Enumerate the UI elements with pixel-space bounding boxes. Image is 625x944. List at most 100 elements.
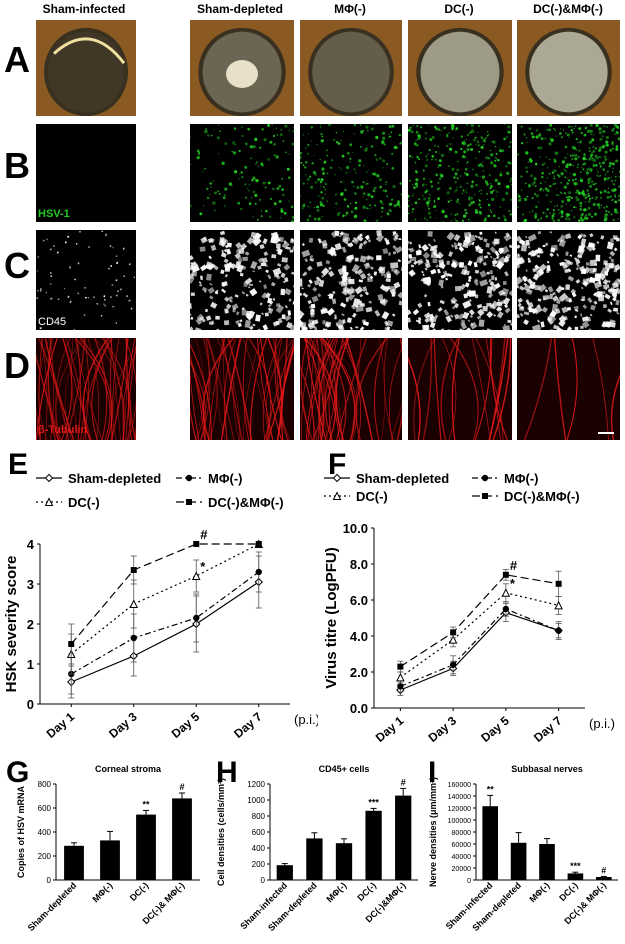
point-m	[555, 627, 562, 634]
y-tick-label: 0	[47, 876, 52, 885]
chart-subbasal-nerves: Subbasal nerves 0 20000 40000 60000 80000 1000…	[428, 764, 618, 933]
x-tick-label: Sham-depleted	[26, 880, 79, 933]
row-letter-a: A	[4, 39, 30, 80]
point-dc-m	[130, 567, 137, 573]
point-dc-m	[68, 641, 75, 647]
micrograph-hsv1-sham-infected	[36, 124, 136, 222]
bar-sham-infected	[276, 865, 293, 880]
micrograph-tubulin-dc-mphi-depleted	[517, 338, 620, 440]
x-tick-label: Sham-infected	[444, 880, 495, 931]
point-dc	[501, 588, 511, 597]
significance-mark: #	[401, 777, 406, 787]
point-dc-m	[555, 580, 562, 587]
legend-label-sham-depleted: Sham-depleted	[356, 471, 449, 486]
y-tick-label: 1200	[247, 780, 265, 789]
x-tick-label: Day 7	[531, 713, 565, 744]
column-header-sham-infected: Sham-infected	[42, 2, 126, 16]
bar-m	[100, 840, 120, 880]
legend-marker-dc	[44, 497, 54, 506]
y-tick-label: 160000	[448, 782, 471, 789]
y-tick-label: 4	[27, 537, 35, 552]
y-axis-label: Copies of HSV mRNA	[16, 785, 26, 878]
bar-sham-infected	[482, 806, 499, 880]
annotation: #	[200, 527, 208, 542]
significance-mark: ***	[368, 797, 379, 807]
x-tick-label: Day 3	[106, 709, 140, 741]
bar-sham-depleted	[306, 838, 323, 880]
chart-title: CD45+ cells	[319, 764, 370, 774]
micrograph-hsv1-sham-depleted	[190, 124, 294, 222]
legend-marker-m	[185, 474, 193, 482]
chart-title: Corneal stroma	[95, 764, 162, 774]
column-header-dc-depleted: DC(-)	[444, 2, 474, 16]
y-tick-label: 200	[38, 852, 52, 861]
x-tick-label: Day 5	[478, 713, 512, 744]
micrograph-eye-mphi-depleted	[300, 20, 402, 116]
significance-mark: #	[601, 865, 606, 875]
micrograph-cd45-dc-depleted	[408, 230, 512, 330]
series-line-m	[70, 571, 260, 675]
micrograph-eye-dc-mphi-depleted	[517, 20, 620, 116]
y-tick-label: 4.0	[350, 629, 368, 644]
micrograph-tubulin-sham-depleted	[190, 338, 294, 440]
y-tick-label: 20000	[452, 866, 472, 873]
x-tick-label: Day 7	[231, 709, 265, 741]
point-m	[130, 634, 137, 642]
bar-dc-m	[395, 795, 412, 880]
panel-letter-h: H	[216, 756, 238, 789]
y-tick-label: 10.0	[343, 521, 368, 536]
series-line-dc	[70, 543, 260, 655]
y-tick-label: 400	[252, 844, 266, 853]
label-cd45: CD45	[38, 316, 67, 328]
y-tick-label: 0	[467, 878, 471, 885]
y-tick-label: 0.0	[350, 701, 368, 716]
chart-corneal-stroma: Corneal stroma 0 200 400 600 800 Copies of HSV…	[16, 764, 200, 933]
y-tick-label: 100000	[448, 818, 471, 825]
point-dc-m	[193, 541, 200, 547]
x-tick-label: Sham-depleted	[470, 880, 523, 933]
legend-marker-m	[481, 474, 489, 482]
y-tick-label: 400	[38, 828, 52, 837]
legend-marker-dc-m	[482, 493, 488, 499]
scale-bar	[598, 432, 614, 434]
x-tick-label: Day 1	[44, 709, 78, 741]
y-axis-label: Virus titre (LogPFU)	[323, 547, 340, 688]
y-tick-label: 8.0	[350, 557, 368, 572]
legend-marker-dc	[332, 491, 342, 500]
y-tick-label: 80000	[452, 830, 472, 837]
y-tick-label: 60000	[452, 842, 472, 849]
point-dc-m	[397, 663, 404, 670]
legend-label-dc-m: DC(-)&MΦ(-)	[208, 495, 284, 510]
row-letter-c: C	[4, 245, 30, 286]
significance-mark: ***	[570, 861, 581, 871]
micrograph-tubulin-mphi-depleted	[300, 338, 402, 440]
chart-hsk-severity: Sham-depleted MΦ(-) DC(-) DC(-)&MΦ(-) 0 1 2 3 4 D…	[3, 471, 318, 741]
y-tick-label: 200	[252, 860, 266, 869]
legend-label-m: MΦ(-)	[208, 471, 243, 486]
micrograph-cd45-mphi-depleted	[300, 230, 402, 330]
y-axis-label: HSK severity score	[3, 556, 20, 693]
significance-mark: **	[487, 784, 495, 794]
y-tick-label: 120000	[448, 806, 471, 813]
bar-sham-depleted	[64, 845, 84, 880]
y-tick-label: 2.0	[350, 665, 368, 680]
panel-letter-i: I	[428, 756, 437, 789]
row-letter-d: D	[4, 345, 30, 386]
legend-marker-sham-depleted	[44, 473, 54, 483]
point-dc	[448, 634, 458, 644]
x-suffix: (p.i.)	[589, 716, 615, 731]
x-tick-label: DC(-)	[557, 880, 580, 903]
y-tick-label: 1000	[247, 796, 265, 805]
bar-dc-m	[595, 877, 612, 880]
bar-dc	[567, 873, 584, 880]
chart-cd45-cells: CD45+ cells 0 200 400 600 800 1000 1200 Cell den…	[216, 764, 418, 933]
bar-dc-m	[172, 798, 192, 880]
column-header-sham-depleted: Sham-depleted	[196, 2, 283, 16]
point-m	[397, 683, 404, 690]
point-m	[502, 605, 510, 613]
x-tick-label: Day 3	[426, 713, 460, 744]
legend-marker-dc-m	[186, 499, 192, 505]
legend-label-dc: DC(-)	[68, 495, 100, 510]
x-tick-label: Day 1	[373, 713, 407, 744]
annotation: #	[510, 558, 518, 573]
